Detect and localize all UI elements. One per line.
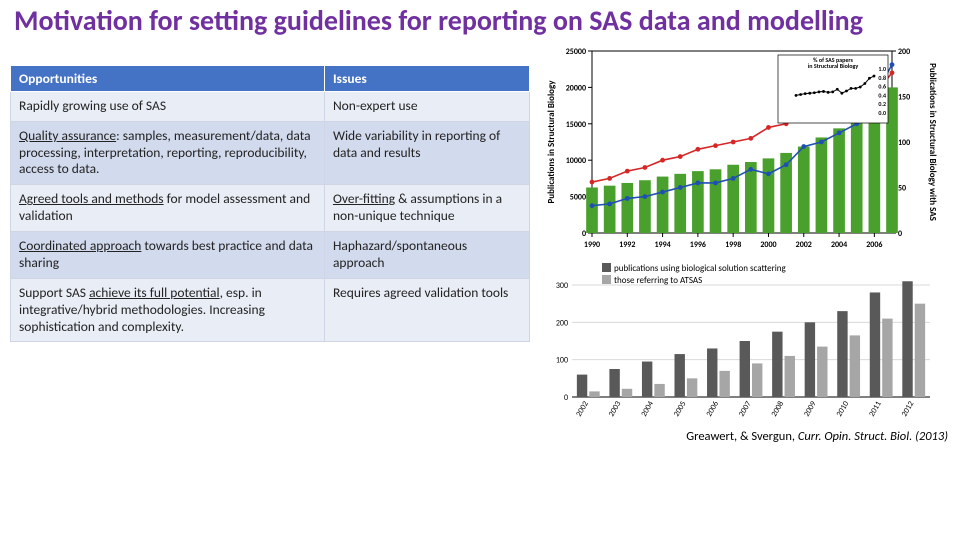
svg-text:1.0: 1.0 xyxy=(878,65,886,73)
svg-text:200: 200 xyxy=(898,47,910,57)
svg-text:0: 0 xyxy=(898,229,902,239)
citation-year: (2013) xyxy=(912,429,948,444)
svg-text:200: 200 xyxy=(556,318,568,328)
cell-opportunity: Agreed tools and methods for model asses… xyxy=(11,185,325,232)
svg-text:300: 300 xyxy=(556,281,568,291)
page-title: Motivation for setting guidelines for re… xyxy=(0,0,960,37)
publications-chart: 0 5000 10000 15000 20000 25000 0 50 100 150 200 199… xyxy=(538,45,950,255)
atsas-chart: publications using biological solution s… xyxy=(538,255,950,425)
svg-text:0: 0 xyxy=(582,229,586,239)
svg-text:20000: 20000 xyxy=(566,83,586,93)
svg-text:1990: 1990 xyxy=(584,240,600,250)
svg-text:25000: 25000 xyxy=(566,47,586,57)
svg-text:5000: 5000 xyxy=(570,192,586,202)
table-row: Quality assurance: samples, measurement/… xyxy=(11,121,530,185)
svg-text:0.4: 0.4 xyxy=(878,91,886,99)
svg-text:0.8: 0.8 xyxy=(878,74,886,82)
svg-text:Publications in Structural Bio: Publications in Structural Biology xyxy=(546,80,557,204)
table-row: Rapidly growing use of SASNon-expert use xyxy=(11,91,530,121)
svg-text:1994: 1994 xyxy=(654,240,670,250)
svg-text:2009: 2009 xyxy=(802,399,819,418)
svg-text:0.6: 0.6 xyxy=(878,82,886,90)
col-header-opportunities: Opportunities xyxy=(11,65,325,91)
svg-text:100: 100 xyxy=(556,355,568,365)
cell-opportunity: Rapidly growing use of SAS xyxy=(11,91,325,121)
cell-opportunity: Quality assurance: samples, measurement/… xyxy=(11,121,325,185)
svg-text:those referring to ATSAS: those referring to ATSAS xyxy=(614,275,702,286)
cell-issue: Wide variability in reporting of data an… xyxy=(324,121,529,185)
citation: Greawert, & Svergun, Curr. Opin. Struct.… xyxy=(0,425,960,444)
table-row: Support SAS achieve its full potential, … xyxy=(11,278,530,342)
table-row: Agreed tools and methods for model asses… xyxy=(11,185,530,232)
content-area: Opportunities Issues Rapidly growing use… xyxy=(0,37,960,425)
svg-text:2005: 2005 xyxy=(672,399,689,418)
cell-opportunity: Coordinated approach towards best practi… xyxy=(11,232,325,279)
svg-text:0: 0 xyxy=(564,393,568,403)
svg-text:15000: 15000 xyxy=(566,120,586,130)
charts-panel: 0500010000150002000025000050100150200199… xyxy=(530,45,950,425)
cell-issue: Non-expert use xyxy=(324,91,529,121)
cell-issue: Haphazard/spontaneous approach xyxy=(324,232,529,279)
cell-issue: Requires agreed validation tools xyxy=(324,278,529,342)
svg-text:2012: 2012 xyxy=(900,399,917,418)
svg-text:2010: 2010 xyxy=(834,399,851,418)
cell-opportunity: Support SAS achieve its full potential, … xyxy=(11,278,325,342)
svg-text:1996: 1996 xyxy=(690,240,706,250)
svg-text:2011: 2011 xyxy=(867,399,884,418)
citation-source: Curr. Opin. Struct. Biol. xyxy=(798,429,912,444)
svg-text:2006: 2006 xyxy=(866,240,882,250)
svg-text:1992: 1992 xyxy=(619,240,635,250)
svg-text:2007: 2007 xyxy=(737,399,754,418)
svg-text:2003: 2003 xyxy=(607,399,624,418)
cell-issue: Over-fitting & assumptions in a non-uniq… xyxy=(324,185,529,232)
col-header-issues: Issues xyxy=(324,65,529,91)
svg-text:2000: 2000 xyxy=(760,240,776,250)
opportunities-issues-table: Opportunities Issues Rapidly growing use… xyxy=(10,65,530,343)
svg-text:0.0: 0.0 xyxy=(878,109,886,117)
svg-text:Publications in Structural Bio: Publications in Structural Biology with … xyxy=(927,63,938,221)
citation-authors: Greawert, & Svergun, xyxy=(686,429,798,444)
table-row: Coordinated approach towards best practi… xyxy=(11,232,530,279)
svg-text:2002: 2002 xyxy=(574,399,591,418)
table-panel: Opportunities Issues Rapidly growing use… xyxy=(10,45,530,425)
svg-text:50: 50 xyxy=(898,183,906,193)
svg-text:100: 100 xyxy=(898,138,910,148)
svg-text:2008: 2008 xyxy=(769,399,786,418)
svg-text:150: 150 xyxy=(898,92,910,102)
svg-text:2002: 2002 xyxy=(796,240,812,250)
svg-text:2004: 2004 xyxy=(639,399,656,418)
svg-text:1998: 1998 xyxy=(725,240,741,250)
svg-text:0.2: 0.2 xyxy=(878,100,886,108)
svg-text:2004: 2004 xyxy=(831,240,847,250)
svg-text:10000: 10000 xyxy=(566,156,586,166)
svg-text:2006: 2006 xyxy=(704,399,721,418)
svg-text:publications using biological: publications using biological solution s… xyxy=(614,263,787,274)
svg-text:in Structural Biology: in Structural Biology xyxy=(808,62,859,70)
